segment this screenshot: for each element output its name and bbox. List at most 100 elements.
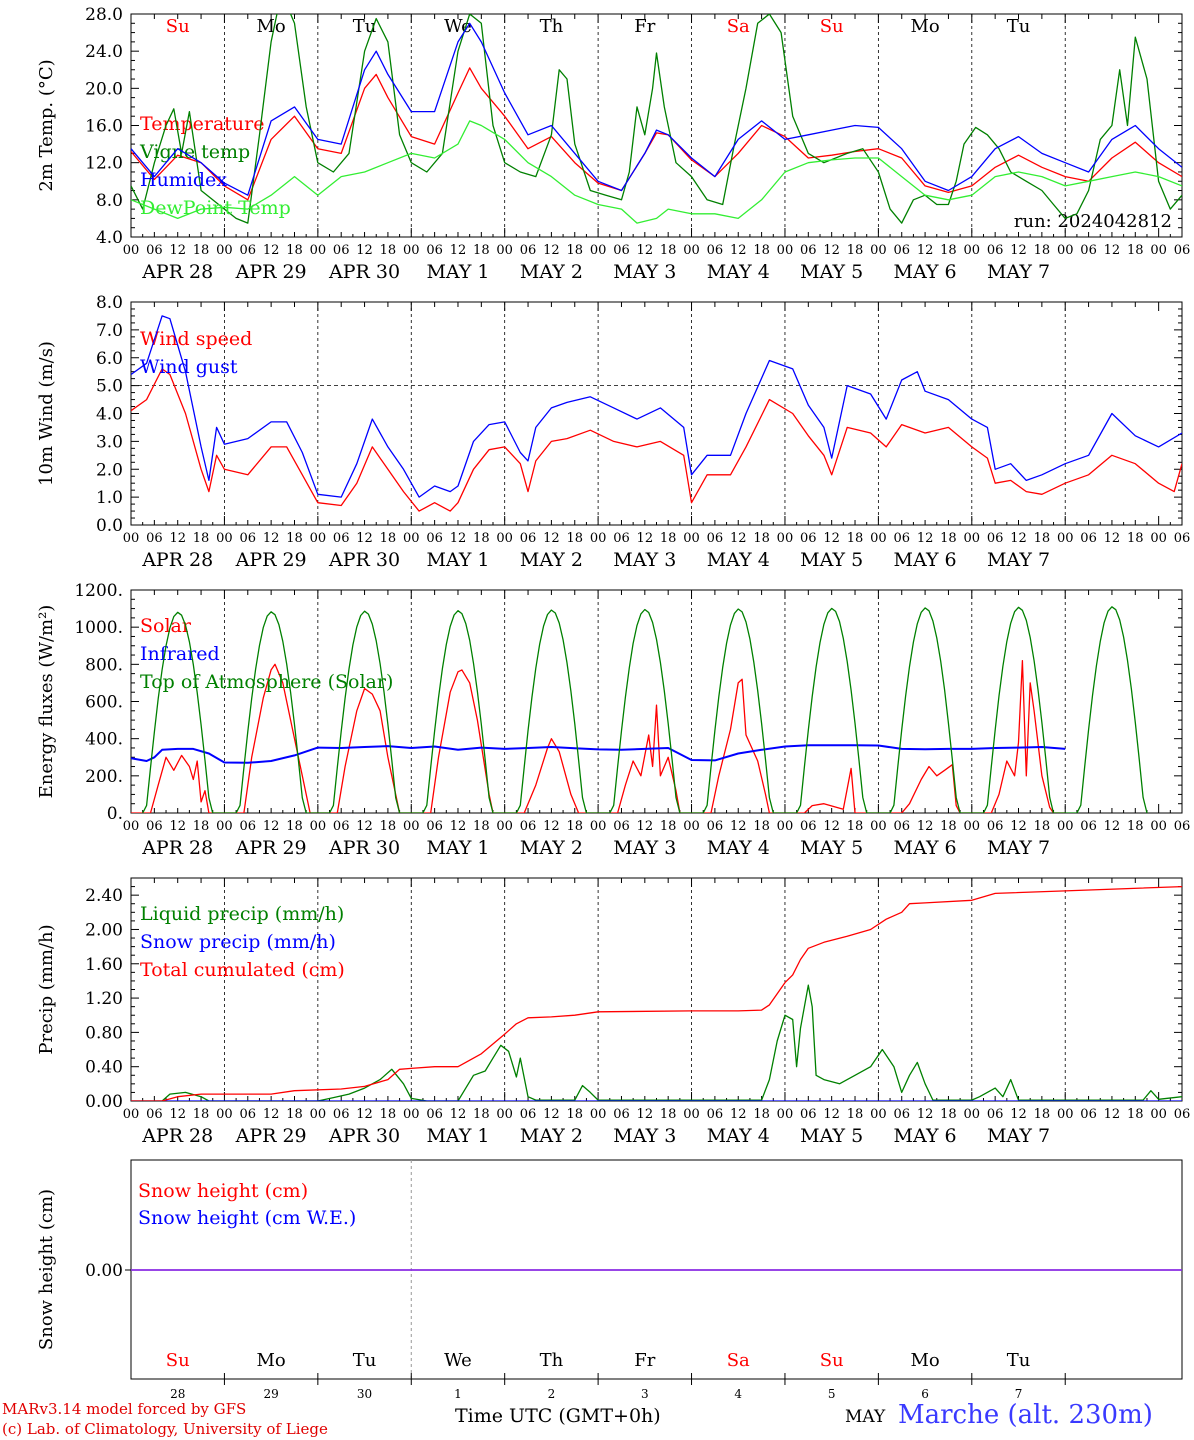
y-tick-label: 0.00 <box>85 1092 123 1112</box>
y-tick-label: 5.0 <box>96 377 123 397</box>
day-number-label: 3 <box>641 1387 649 1401</box>
credit-model: MARv3.14 model forced by GFS <box>2 1400 247 1418</box>
hour-tick-label: 06 <box>1174 819 1191 834</box>
y-tick-label: 3.0 <box>96 432 123 452</box>
legend-entry: DewPoint Temp <box>140 197 291 219</box>
hour-tick-label: 00 <box>1057 243 1074 258</box>
hour-tick-label: 12 <box>637 243 654 258</box>
hour-tick-label: 00 <box>964 531 981 546</box>
series-line-total-cumulated-cm- <box>131 885 1182 1101</box>
hour-tick-label: 00 <box>870 243 887 258</box>
hour-tick-label: 18 <box>1127 243 1144 258</box>
weekday-label: Fr <box>634 16 655 37</box>
hour-tick-label: 18 <box>286 1107 303 1122</box>
date-label: APR 29 <box>235 837 307 859</box>
hour-tick-label: 00 <box>964 819 981 834</box>
legend-entry: Infrared <box>140 643 220 665</box>
hour-tick-label: 12 <box>356 1107 373 1122</box>
hour-tick-label: 12 <box>543 1107 560 1122</box>
date-label: MAY 2 <box>520 261 583 283</box>
legend-entry: Total cumulated (cm) <box>140 959 345 981</box>
legend-entry: Wind gust <box>140 356 238 378</box>
hour-tick-label: 12 <box>263 1107 280 1122</box>
hour-tick-label: 12 <box>543 819 560 834</box>
hour-tick-label: 06 <box>1080 243 1097 258</box>
hour-tick-label: 06 <box>707 531 724 546</box>
hour-tick-label: 00 <box>1057 1107 1074 1122</box>
hour-tick-label: 06 <box>240 1107 257 1122</box>
hour-tick-label: 00 <box>777 1107 794 1122</box>
hour-tick-label: 06 <box>520 819 537 834</box>
hour-tick-label: 00 <box>403 819 420 834</box>
hour-tick-label: 18 <box>473 243 490 258</box>
hour-tick-label: 12 <box>1010 531 1027 546</box>
date-label: MAY 7 <box>987 1125 1050 1147</box>
series-line-liquid-precip-mm-h- <box>131 984 1182 1101</box>
hour-tick-label: 06 <box>146 819 163 834</box>
series-line-wind-gust <box>131 315 1182 498</box>
y-tick-label: 1.20 <box>85 989 123 1009</box>
day-number-label: 30 <box>357 1387 372 1401</box>
hour-tick-label: 18 <box>753 1107 770 1122</box>
hour-tick-label: 00 <box>403 1107 420 1122</box>
hour-tick-label: 00 <box>590 1107 607 1122</box>
hour-tick-label: 00 <box>496 531 513 546</box>
hour-tick-label: 18 <box>193 531 210 546</box>
date-label: APR 28 <box>141 1125 213 1147</box>
y-tick-label: 1200. <box>74 581 123 601</box>
hour-tick-label: 12 <box>169 1107 186 1122</box>
hour-tick-label: 18 <box>1034 819 1051 834</box>
y-tick-label: 2.0 <box>96 460 123 480</box>
hour-tick-label: 06 <box>613 531 630 546</box>
hour-tick-label: 00 <box>964 1107 981 1122</box>
y-tick-label: 6.0 <box>96 349 123 369</box>
date-label: MAY 6 <box>894 1125 957 1147</box>
hour-tick-label: 00 <box>683 243 700 258</box>
run-label: run: 2024042812 <box>1014 211 1172 232</box>
hour-tick-label: 06 <box>426 1107 443 1122</box>
date-label: MAY 3 <box>613 261 676 283</box>
date-label: MAY 5 <box>800 261 863 283</box>
y-tick-label: 0.80 <box>85 1023 123 1043</box>
hour-tick-label: 00 <box>310 243 327 258</box>
weekday-label: Fr <box>634 1350 655 1371</box>
date-label: MAY 7 <box>987 837 1050 859</box>
hour-tick-label: 18 <box>1034 1107 1051 1122</box>
y-tick-label: 0.40 <box>85 1058 123 1078</box>
hour-tick-label: 00 <box>590 243 607 258</box>
y-tick-label: 800. <box>85 655 123 675</box>
hour-tick-label: 18 <box>940 819 957 834</box>
date-label: APR 30 <box>328 837 400 859</box>
hour-tick-label: 18 <box>193 243 210 258</box>
hour-tick-label: 12 <box>169 243 186 258</box>
hour-tick-label: 00 <box>1150 1107 1167 1122</box>
day-number-label: 1 <box>454 1387 462 1401</box>
day-number-label: 6 <box>921 1387 929 1401</box>
date-label: MAY 4 <box>707 261 770 283</box>
hour-tick-label: 06 <box>1174 1107 1191 1122</box>
hour-tick-label: 06 <box>426 531 443 546</box>
hour-tick-label: 18 <box>660 819 677 834</box>
hour-tick-label: 12 <box>730 531 747 546</box>
date-label: MAY 2 <box>520 1125 583 1147</box>
hour-tick-label: 18 <box>380 819 397 834</box>
date-label: APR 30 <box>328 549 400 571</box>
hour-tick-label: 12 <box>637 531 654 546</box>
y-tick-label: 0.00 <box>85 1261 123 1281</box>
hour-tick-label: 06 <box>1080 531 1097 546</box>
legend-entry: Vigne temp <box>139 141 250 163</box>
date-label: MAY 7 <box>987 261 1050 283</box>
day-number-label: 29 <box>263 1387 278 1401</box>
hour-tick-label: 00 <box>1150 819 1167 834</box>
hour-tick-label: 18 <box>753 531 770 546</box>
hour-tick-label: 00 <box>216 531 233 546</box>
hour-tick-label: 18 <box>566 531 583 546</box>
hour-tick-label: 12 <box>450 531 467 546</box>
date-label: MAY 2 <box>520 549 583 571</box>
weekday-label: Mo <box>910 16 939 37</box>
hour-tick-label: 06 <box>333 819 350 834</box>
weekday-label: Sa <box>727 1350 750 1371</box>
hour-tick-label: 12 <box>543 243 560 258</box>
hour-tick-label: 12 <box>1104 819 1121 834</box>
